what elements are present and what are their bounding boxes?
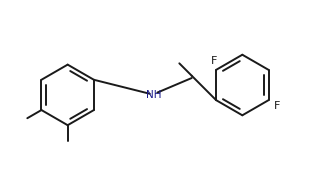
Text: F: F — [273, 101, 280, 111]
Text: NH: NH — [145, 90, 161, 100]
Text: F: F — [210, 56, 217, 66]
